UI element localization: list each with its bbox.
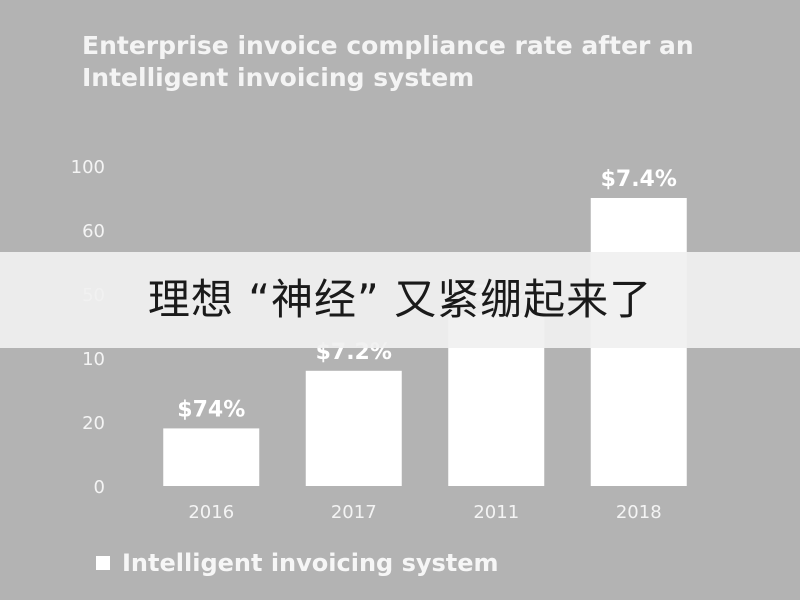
x-tick-label: 2016 [188, 502, 234, 523]
data-label: $74% [177, 397, 245, 422]
y-tick-label: 10 [82, 349, 105, 370]
y-tick-label: 60 [82, 221, 105, 242]
y-tick-label: 100 [71, 157, 105, 178]
bar [305, 370, 402, 486]
x-tick-label: 2018 [616, 502, 662, 523]
x-tick-label: 2017 [331, 502, 377, 523]
y-tick-label: 20 [82, 413, 105, 434]
chart-title: Enterprise invoice compliance rate after… [82, 31, 694, 92]
legend: Intelligent invoicing system [96, 548, 499, 578]
data-label: $7.4% [601, 167, 677, 192]
overlay-banner: 理想 “神经” 又紧绷起来了 [0, 252, 800, 348]
y-tick-label: 0 [94, 477, 105, 498]
overlay-caption: 理想 “神经” 又紧绷起来了 [147, 275, 653, 324]
bar [163, 428, 260, 486]
legend-label: Intelligent invoicing system [122, 549, 499, 577]
legend-swatch [96, 556, 110, 570]
x-tick-label: 2011 [473, 502, 519, 523]
